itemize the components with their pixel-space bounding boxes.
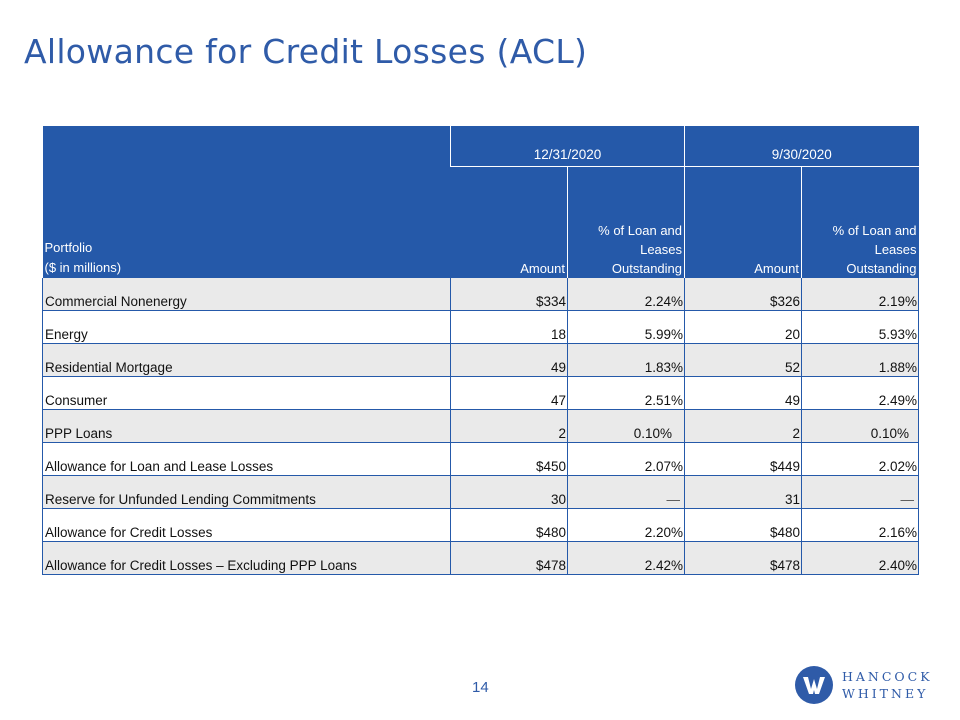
amount-cell: 31 (684, 475, 803, 509)
logo-text-line2: WHITNEY (842, 686, 929, 701)
pct-cell: 2.40% (801, 541, 920, 575)
pct-header-line2: Leases (640, 242, 683, 257)
table-row: PPP Loans 2 0.10% 2 0.10% (42, 409, 920, 443)
amount-cell: 52 (684, 343, 803, 377)
pct-cell: 2.02% (801, 442, 920, 476)
table-row: Allowance for Credit Losses $480 2.20% $… (42, 508, 920, 542)
pct-cell: 0.10% (801, 409, 920, 443)
pct-cell: 2.07% (567, 442, 686, 476)
amount-cell: $480 (450, 508, 568, 542)
table-row: Energy 18 5.99% 20 5.93% (42, 310, 920, 344)
table-row: Allowance for Credit Losses – Excluding … (42, 541, 920, 575)
table-row: Reserve for Unfunded Lending Commitments… (42, 475, 920, 509)
pct-cell: 2.49% (801, 376, 920, 410)
period-header-2: 9/30/2020 (684, 126, 919, 167)
portfolio-header-units: ($ in millions) (44, 260, 122, 275)
row-label: PPP Loans (42, 409, 451, 443)
pct-header-line2: Leases (874, 242, 917, 257)
amount-cell: 2 (684, 409, 803, 443)
pct-header-1: % of Loan and Leases Outstanding (566, 166, 685, 278)
row-label: Allowance for Credit Losses (42, 508, 451, 542)
amount-cell: $478 (684, 541, 803, 575)
pct-cell: 5.93% (801, 310, 920, 344)
pct-header-2: % of Loan and Leases Outstanding (801, 166, 919, 278)
logo-text-line1: HANCOCK (842, 669, 933, 684)
row-label: Residential Mortgage (42, 343, 451, 377)
pct-header-line3: Outstanding (846, 261, 917, 276)
page-number: 14 (472, 679, 489, 696)
amount-cell: 49 (684, 376, 803, 410)
pct-cell: 5.99% (567, 310, 686, 344)
amount-header-2: Amount (684, 166, 802, 278)
amount-cell: 20 (684, 310, 803, 344)
pct-header-line3: Outstanding (611, 261, 683, 276)
row-label: Energy (42, 310, 451, 344)
amount-cell: $449 (684, 442, 803, 476)
pct-cell: 1.83% (567, 343, 686, 377)
amount-cell: $326 (684, 278, 803, 311)
row-label: Reserve for Unfunded Lending Commitments (42, 475, 451, 509)
pct-cell: 2.19% (801, 278, 920, 311)
company-logo: HANCOCK WHITNEY (794, 663, 934, 707)
amount-cell: $334 (450, 278, 568, 311)
pct-cell: — (801, 475, 920, 509)
pct-cell: 2.51% (567, 376, 686, 410)
slide-title: Allowance for Credit Losses (ACL) (24, 32, 588, 71)
pct-cell: 2.16% (801, 508, 920, 542)
period-header-1: 12/31/2020 (449, 126, 685, 167)
pct-cell: 1.88% (801, 343, 920, 377)
row-label: Consumer (42, 376, 451, 410)
pct-header-line1: % of Loan and (598, 223, 683, 238)
pct-cell: 2.24% (567, 278, 686, 311)
table-row: Allowance for Loan and Lease Losses $450… (42, 442, 920, 476)
pct-cell: — (567, 475, 686, 509)
table-row: Consumer 47 2.51% 49 2.49% (42, 376, 920, 410)
amount-cell: 18 (450, 310, 568, 344)
acl-table: Portfolio ($ in millions) 12/31/2020 9/3… (42, 126, 920, 575)
portfolio-header-label: Portfolio (44, 240, 93, 255)
pct-cell: 2.20% (567, 508, 686, 542)
pct-cell: 2.42% (567, 541, 686, 575)
table-row: Residential Mortgage 49 1.83% 52 1.88% (42, 343, 920, 377)
amount-cell: $450 (450, 442, 568, 476)
pct-header-line1: % of Loan and (832, 223, 917, 238)
amount-cell: $480 (684, 508, 803, 542)
amount-cell: $478 (450, 541, 568, 575)
row-label: Commercial Nonenergy (42, 278, 451, 311)
row-label: Allowance for Loan and Lease Losses (42, 442, 451, 476)
amount-header-1: Amount (450, 166, 568, 278)
row-label: Allowance for Credit Losses – Excluding … (42, 541, 451, 575)
amount-cell: 30 (450, 475, 568, 509)
amount-cell: 49 (450, 343, 568, 377)
portfolio-header: Portfolio ($ in millions) (42, 126, 451, 278)
table-body: Commercial Nonenergy $334 2.24% $326 2.1… (42, 278, 920, 575)
pct-cell: 0.10% (567, 409, 686, 443)
table-header: Portfolio ($ in millions) 12/31/2020 9/3… (42, 126, 919, 278)
amount-cell: 2 (450, 409, 568, 443)
table-row: Commercial Nonenergy $334 2.24% $326 2.1… (42, 278, 920, 311)
amount-cell: 47 (450, 376, 568, 410)
hancock-whitney-logo-mark-icon (795, 666, 833, 704)
